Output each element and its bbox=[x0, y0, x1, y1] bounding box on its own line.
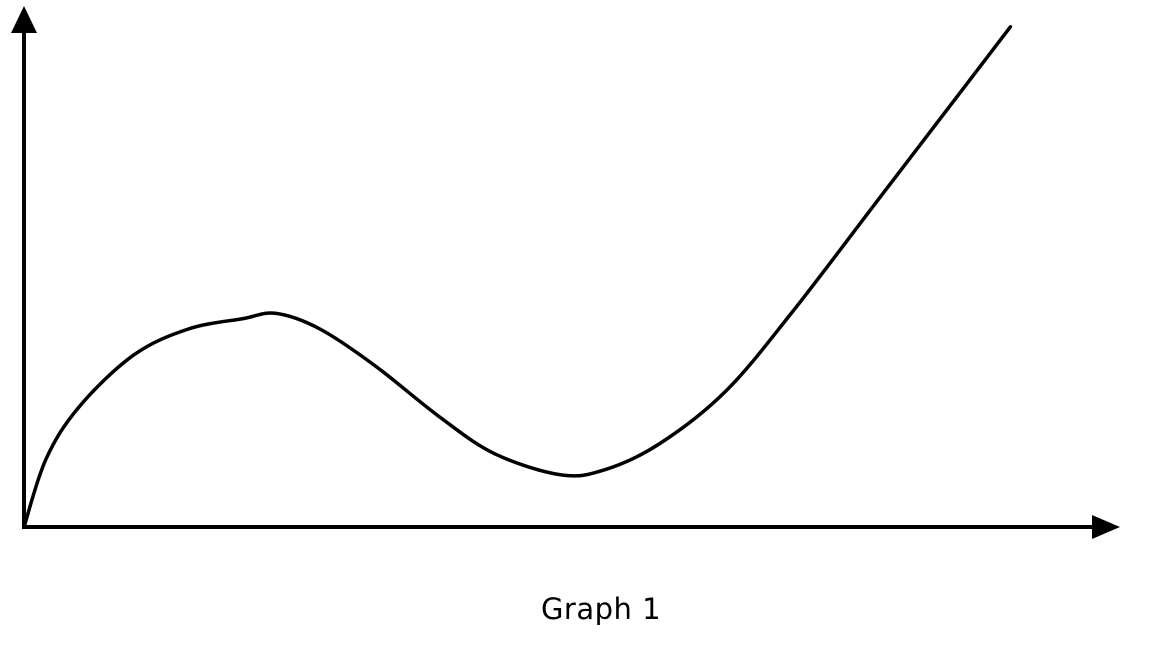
y-axis-arrow bbox=[11, 6, 37, 33]
x-axis-arrow bbox=[1092, 515, 1120, 539]
series-line bbox=[22, 25, 1013, 529]
graph-caption: Graph 1 bbox=[540, 592, 662, 626]
